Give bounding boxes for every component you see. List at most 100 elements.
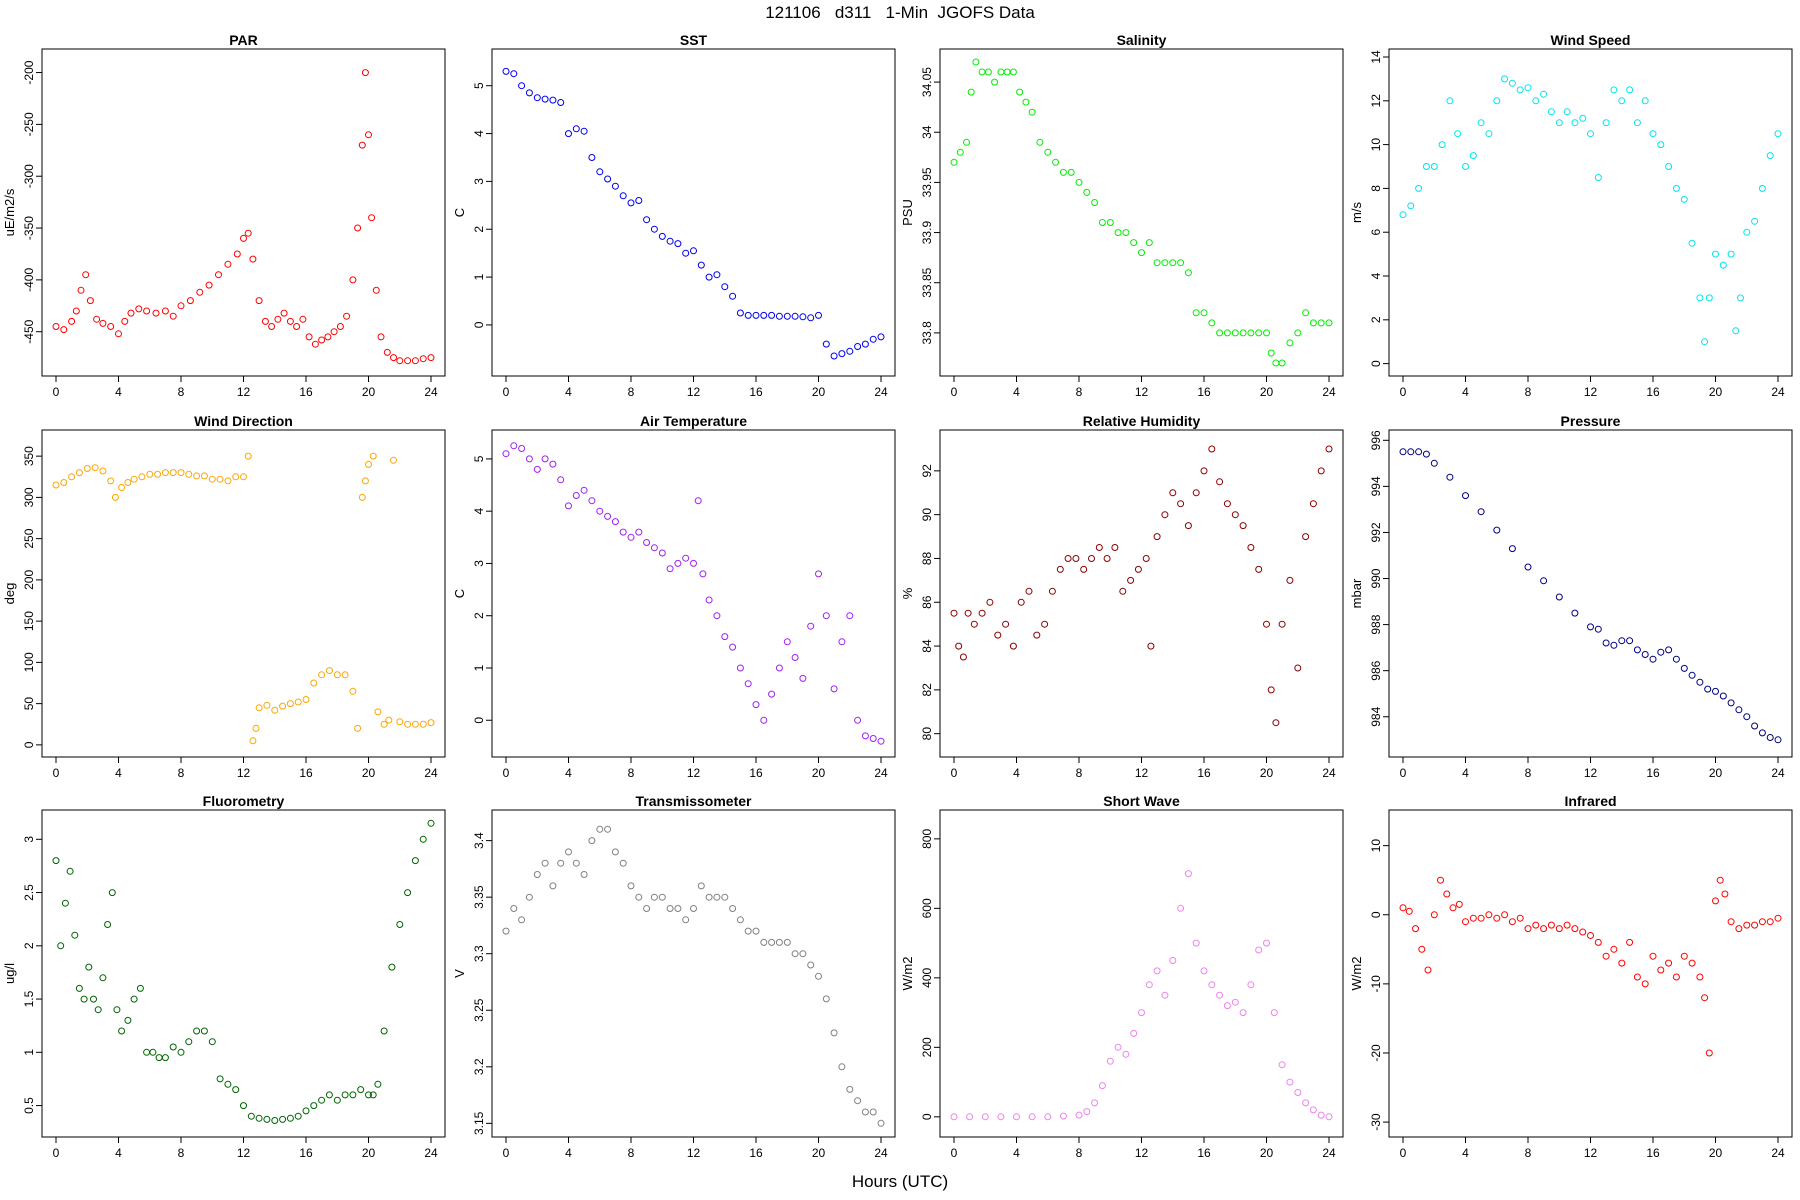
- data-point: [1649, 655, 1657, 663]
- data-point: [877, 333, 885, 341]
- data-series: [52, 819, 435, 1124]
- data-point: [815, 570, 822, 578]
- y-tick-label: 150: [22, 611, 36, 631]
- data-point: [293, 323, 301, 330]
- data-point: [1407, 448, 1415, 456]
- data-point: [233, 250, 241, 258]
- x-tick-label: 4: [1462, 385, 1469, 399]
- data-point: [1516, 914, 1524, 922]
- data-point: [963, 138, 970, 146]
- y-axis-label: mbar: [1349, 578, 1364, 608]
- data-point: [1508, 79, 1516, 87]
- data-point: [93, 315, 101, 323]
- data-point: [1641, 651, 1649, 658]
- x-tick-label: 24: [424, 766, 438, 780]
- data-point: [1649, 952, 1657, 960]
- y-tick-label: 2: [472, 226, 486, 233]
- data-point: [619, 528, 627, 536]
- x-tick-label: 16: [1197, 766, 1211, 780]
- data-point: [981, 1113, 989, 1121]
- y-tick-label: 984: [1369, 706, 1383, 726]
- data-point: [1563, 108, 1571, 116]
- x-tick-label: 24: [874, 766, 888, 780]
- x-tick-label: 0: [951, 385, 958, 399]
- x-tick-label: 20: [1709, 766, 1723, 780]
- y-tick-label: 92: [920, 464, 934, 478]
- data-point: [365, 1091, 372, 1099]
- data-point: [1618, 959, 1626, 967]
- data-point: [374, 1080, 382, 1088]
- y-axis-label: ug/l: [2, 963, 17, 984]
- data-point: [1571, 609, 1579, 617]
- data-point: [854, 716, 862, 724]
- data-point: [705, 596, 713, 604]
- data-point: [533, 871, 541, 878]
- data-point: [86, 297, 94, 305]
- data-point: [390, 354, 397, 362]
- x-tick-label: 12: [1135, 1146, 1149, 1160]
- data-point: [1727, 250, 1735, 258]
- data-point: [1672, 973, 1680, 981]
- data-point: [1555, 925, 1563, 933]
- data-series: [1399, 75, 1782, 346]
- x-tick-label: 12: [687, 766, 701, 780]
- plot-frame: [41, 809, 446, 1138]
- data-point: [1263, 620, 1270, 628]
- data-point: [1048, 587, 1056, 595]
- data-point: [1430, 911, 1438, 919]
- data-point: [1618, 637, 1626, 645]
- data-point: [1418, 945, 1426, 953]
- data-point: [1044, 148, 1052, 156]
- data-point: [1610, 945, 1618, 953]
- data-point: [427, 354, 435, 362]
- y-tick-label: 992: [1369, 522, 1383, 542]
- x-tick-label: 16: [299, 385, 313, 399]
- y-tick-label: 2: [1369, 316, 1383, 323]
- data-point: [1438, 141, 1446, 149]
- data-point: [52, 857, 60, 865]
- data-point: [1153, 533, 1161, 541]
- y-tick-label: 3: [472, 178, 486, 185]
- data-point: [1701, 994, 1709, 1002]
- data-point: [1091, 199, 1099, 206]
- data-point: [1095, 544, 1103, 551]
- data-point: [604, 825, 612, 833]
- data-point: [1633, 973, 1641, 981]
- data-point: [1626, 938, 1634, 946]
- x-tick-label: 16: [749, 385, 763, 399]
- x-tick-label: 8: [1076, 766, 1083, 780]
- data-point: [60, 326, 68, 334]
- data-point: [1153, 259, 1161, 267]
- chart-title: Pressure: [1561, 413, 1621, 429]
- data-point: [1325, 1113, 1333, 1121]
- data-point: [1208, 981, 1216, 989]
- data-point: [52, 323, 60, 330]
- data-point: [330, 328, 338, 336]
- data-point: [52, 481, 60, 489]
- data-series: [502, 442, 885, 745]
- data-point: [1524, 84, 1532, 92]
- data-point: [502, 450, 510, 458]
- data-point: [635, 528, 643, 536]
- x-tick-label: 4: [565, 1146, 572, 1160]
- data-point: [1309, 1106, 1317, 1114]
- data-point: [419, 355, 427, 363]
- data-point: [1469, 914, 1477, 922]
- data-point: [385, 716, 393, 724]
- data-point: [143, 1048, 151, 1056]
- data-point: [964, 609, 972, 617]
- data-point: [744, 680, 752, 688]
- data-point: [861, 1108, 869, 1116]
- y-tick-label: 5: [472, 82, 486, 89]
- data-point: [1036, 138, 1044, 146]
- data-series: [1399, 448, 1782, 744]
- x-tick-label: 24: [424, 1146, 438, 1160]
- y-tick-label: 3.15: [472, 1111, 486, 1135]
- data-point: [1052, 158, 1060, 166]
- data-point: [557, 476, 565, 484]
- y-tick-label: 350: [22, 446, 36, 466]
- x-tick-label: 12: [237, 766, 251, 780]
- data-point: [588, 837, 596, 845]
- data-point: [658, 549, 666, 557]
- x-tick-label: 8: [1076, 385, 1083, 399]
